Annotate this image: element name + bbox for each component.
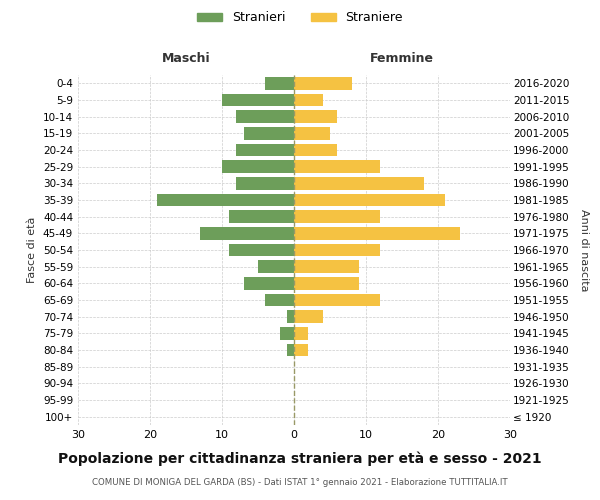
Bar xyxy=(294,110,337,123)
Text: Maschi: Maschi xyxy=(161,52,211,65)
Bar xyxy=(236,144,294,156)
Bar xyxy=(294,277,359,289)
Text: COMUNE DI MONIGA DEL GARDA (BS) - Dati ISTAT 1° gennaio 2021 - Elaborazione TUTT: COMUNE DI MONIGA DEL GARDA (BS) - Dati I… xyxy=(92,478,508,487)
Bar xyxy=(222,94,294,106)
Bar xyxy=(294,244,380,256)
Bar xyxy=(294,177,424,190)
Bar xyxy=(244,277,294,289)
Bar xyxy=(294,210,380,223)
Bar xyxy=(294,194,445,206)
Bar xyxy=(229,210,294,223)
Bar xyxy=(287,310,294,323)
Bar xyxy=(294,294,380,306)
Bar xyxy=(294,227,460,239)
Bar xyxy=(294,77,352,90)
Bar xyxy=(200,227,294,239)
Bar xyxy=(265,77,294,90)
Y-axis label: Anni di nascita: Anni di nascita xyxy=(579,208,589,291)
Bar xyxy=(236,177,294,190)
Text: Popolazione per cittadinanza straniera per età e sesso - 2021: Popolazione per cittadinanza straniera p… xyxy=(58,451,542,466)
Bar xyxy=(258,260,294,273)
Bar xyxy=(294,94,323,106)
Y-axis label: Fasce di età: Fasce di età xyxy=(28,217,37,283)
Bar xyxy=(244,127,294,140)
Bar xyxy=(294,260,359,273)
Bar xyxy=(222,160,294,173)
Bar xyxy=(236,110,294,123)
Text: Femmine: Femmine xyxy=(370,52,434,65)
Bar xyxy=(229,244,294,256)
Bar xyxy=(294,344,308,356)
Bar xyxy=(265,294,294,306)
Bar xyxy=(294,144,337,156)
Bar xyxy=(287,344,294,356)
Legend: Stranieri, Straniere: Stranieri, Straniere xyxy=(192,6,408,29)
Bar xyxy=(157,194,294,206)
Bar xyxy=(294,160,380,173)
Bar xyxy=(280,327,294,340)
Bar xyxy=(294,327,308,340)
Bar xyxy=(294,310,323,323)
Bar xyxy=(294,127,330,140)
